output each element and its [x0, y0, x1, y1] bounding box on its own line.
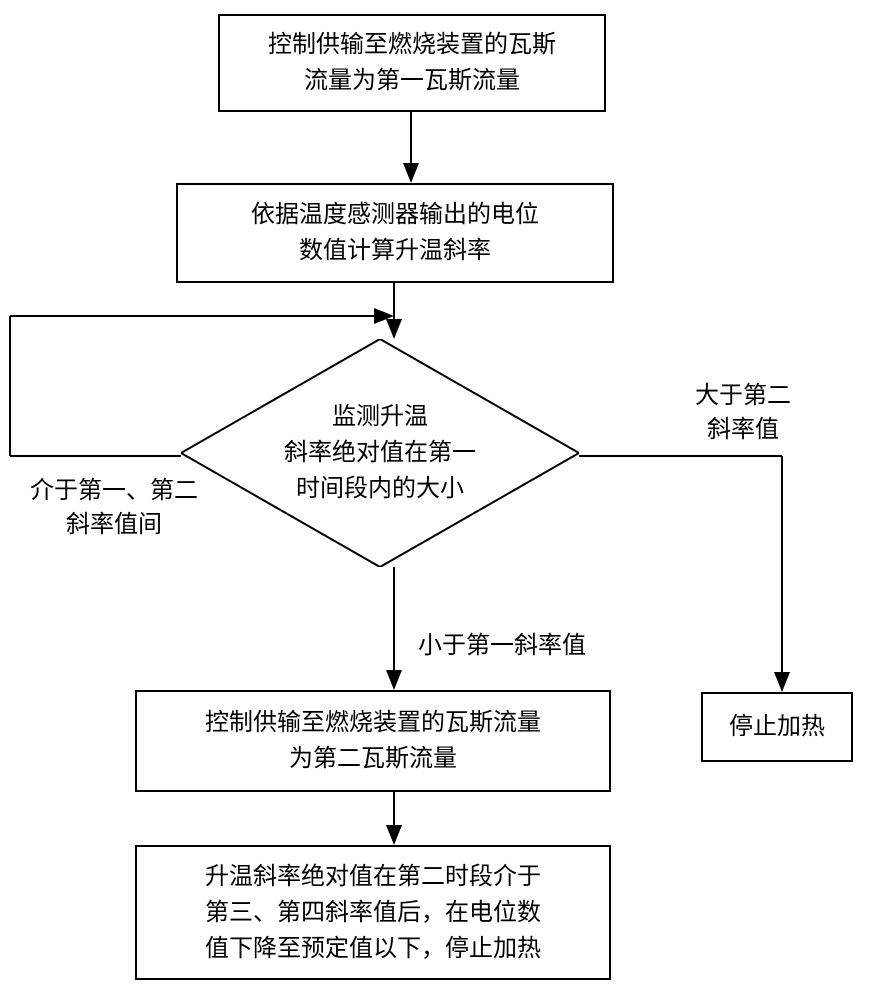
label-bottom: 小于第一斜率值	[418, 630, 586, 664]
label-bottom-text: 小于第一斜率值	[418, 633, 586, 659]
label-right-text: 大于第二斜率值	[695, 383, 791, 443]
label-right: 大于第二斜率值	[695, 380, 791, 447]
label-left-text: 介于第一、第二斜率值间	[30, 478, 198, 538]
label-left: 介于第一、第二斜率值间	[30, 475, 198, 542]
